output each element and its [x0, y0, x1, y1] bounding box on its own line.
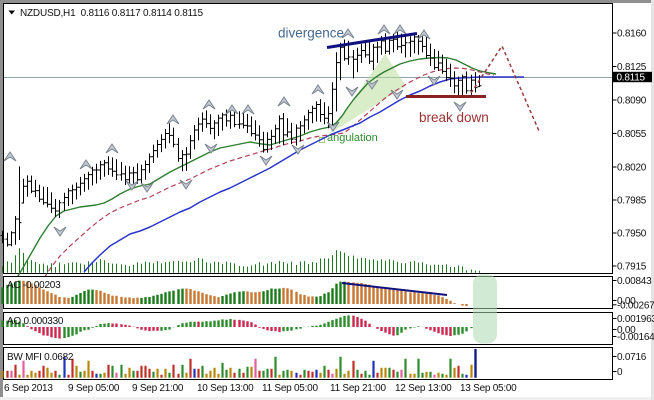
svg-text:NZDUSD,H1 0.8116 0.8117 0.811: NZDUSD,H1 0.8116 0.8117 0.8114 0.8115	[20, 8, 204, 19]
svg-text:-0.00164: -0.00164	[617, 332, 654, 343]
svg-text:0.8055: 0.8055	[617, 129, 647, 140]
svg-text:11 Sep 21:00: 11 Sep 21:00	[330, 383, 386, 394]
svg-text:0.7915: 0.7915	[617, 262, 647, 273]
svg-text:0.00: 0.00	[617, 325, 636, 336]
svg-text:angulation: angulation	[327, 132, 378, 144]
svg-text:11 Sep 05:00: 11 Sep 05:00	[262, 383, 318, 394]
svg-text:-0.00267: -0.00267	[617, 300, 654, 311]
svg-text:AC -0.00203: AC -0.00203	[7, 280, 61, 291]
svg-text:0.8020: 0.8020	[617, 163, 647, 174]
svg-text:9 Sep 05:00: 9 Sep 05:00	[68, 383, 120, 394]
svg-text:AO 0.000330: AO 0.000330	[7, 316, 64, 327]
svg-text:9 Sep 21:00: 9 Sep 21:00	[132, 383, 184, 394]
svg-text:0.00: 0.00	[617, 296, 636, 307]
svg-text:13 Sep 05:00: 13 Sep 05:00	[460, 383, 517, 394]
svg-text:0.8090: 0.8090	[617, 96, 647, 107]
svg-text:6 Sep 2013: 6 Sep 2013	[4, 383, 53, 394]
svg-text:0.0716: 0.0716	[617, 352, 647, 363]
svg-text:divergence: divergence	[278, 26, 344, 41]
svg-text:10 Sep 13:00: 10 Sep 13:00	[197, 383, 254, 394]
svg-text:0.8115: 0.8115	[617, 73, 646, 84]
svg-text:0.00843: 0.00843	[617, 276, 652, 287]
svg-text:0.7950: 0.7950	[617, 229, 647, 240]
svg-text:break down: break down	[419, 110, 489, 125]
svg-text:0.7985: 0.7985	[617, 196, 647, 207]
svg-text:0.8160: 0.8160	[617, 29, 647, 40]
svg-text:0: 0	[617, 367, 623, 378]
svg-text:BW MFI 0.0682: BW MFI 0.0682	[7, 352, 74, 363]
svg-text:12 Sep 13:00: 12 Sep 13:00	[395, 383, 452, 394]
svg-text:0.8125: 0.8125	[617, 62, 647, 73]
svg-text:0.001963: 0.001963	[617, 314, 654, 325]
